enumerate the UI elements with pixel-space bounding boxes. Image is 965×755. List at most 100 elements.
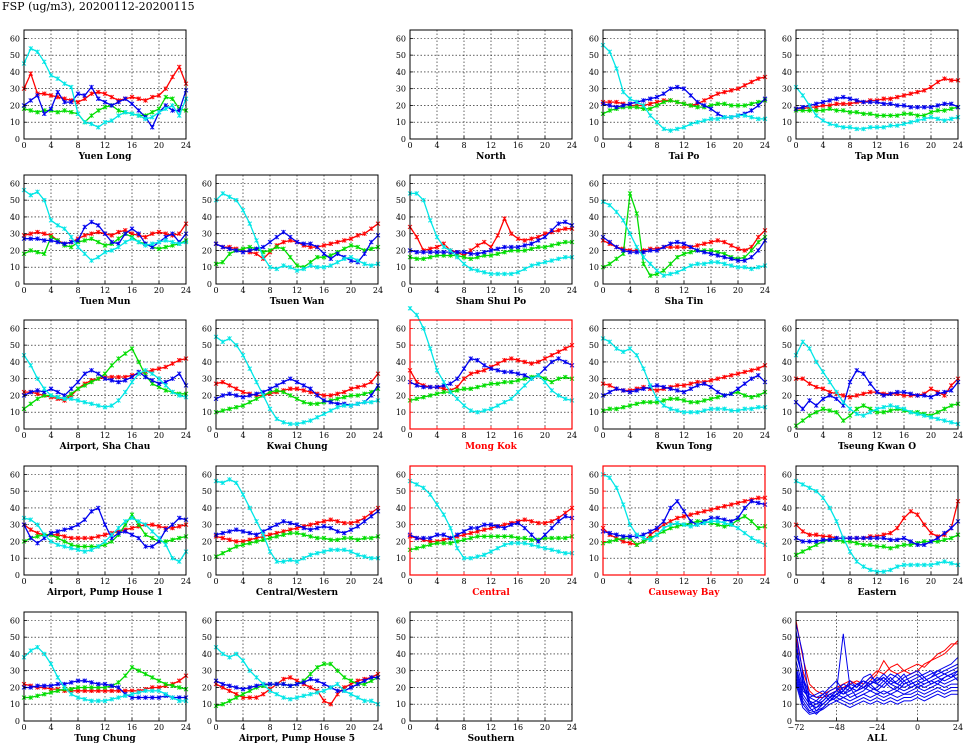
data-point [674,515,680,521]
tick-label-y: 30 [782,85,792,94]
data-point [48,386,54,392]
data-point [827,408,833,413]
panel-title: Causeway Bay [649,588,721,598]
data-point [122,519,128,524]
data-point [240,686,246,692]
tick-label-x: 4 [48,723,53,732]
data-point [728,263,734,268]
data-point [515,540,521,546]
data-point [287,675,293,680]
data-point [149,378,155,383]
data-point [854,559,860,564]
data-point [55,688,61,694]
data-point [661,384,667,390]
data-point [742,103,748,108]
data-point [149,695,155,700]
data-point [143,688,148,694]
tick-label-x: 20 [154,286,164,295]
tick-label-y: 50 [396,51,406,60]
data-point [888,101,893,107]
tick-label-y: 60 [589,179,599,188]
data-point [116,108,121,113]
data-point [116,113,121,118]
data-point [948,388,954,393]
tick-label-y: 20 [202,537,212,546]
data-point [854,393,860,398]
data-point [136,668,142,674]
data-point [41,197,47,203]
panel-title: Tai Po [669,152,700,162]
data-point [321,681,327,687]
data-point [881,101,887,107]
tick-label-x: 24 [953,431,963,440]
tick-label-x: 0 [21,577,26,586]
data-point [341,675,347,680]
data-point [529,263,534,268]
data-point [749,108,754,113]
data-point [143,544,148,549]
data-point [481,552,487,558]
tick-label-y: 50 [589,341,599,350]
data-point [481,269,487,275]
data-point [827,505,833,511]
data-point [287,264,293,270]
tick-label-y: 50 [202,633,212,642]
data-point [800,549,806,554]
tick-label-y: 20 [10,683,20,692]
data-point [68,84,74,90]
data-point [614,66,619,71]
data-point [301,532,307,538]
data-point [556,221,561,226]
tick-label-y: 60 [782,34,792,43]
data-point [502,244,507,250]
data-point [701,118,707,123]
data-point [948,560,954,566]
tick-label-x: 8 [75,431,80,440]
data-point [888,545,893,551]
data-point [314,520,320,526]
tick-label-x: 4 [48,141,53,150]
data-point [935,391,941,397]
data-point [755,393,761,398]
data-point [607,103,613,108]
tick-label-x: 20 [733,577,743,586]
tick-label-x: 8 [461,723,466,732]
data-point [55,389,61,395]
data-point [163,106,169,112]
data-point [847,549,853,554]
data-point [661,244,667,250]
data-point [888,530,893,536]
data-point [176,64,182,70]
data-point [715,101,721,107]
data-point [522,517,528,522]
data-point [468,535,474,541]
data-point [163,542,169,548]
data-point [267,688,273,694]
data-point [634,244,640,250]
tick-label-y: 30 [782,667,792,676]
data-point [708,507,714,512]
data-point [274,416,280,422]
tick-label-y: 50 [396,633,406,642]
data-point [522,266,528,272]
tick-label-x: 0 [793,141,798,150]
tick-label-y: 0 [401,571,406,580]
data-point [755,76,761,81]
tick-label-x: 12 [872,141,882,150]
data-point [28,401,34,407]
data-point [267,239,273,245]
data-point [661,91,667,97]
data-point [894,94,900,100]
data-point [627,191,633,196]
data-point [287,421,293,427]
tick-label-y: 40 [10,650,20,659]
data-point [874,113,880,118]
data-point [681,398,687,403]
data-point [894,564,900,569]
data-point [62,108,67,113]
data-point [267,549,273,554]
data-point [695,99,700,105]
data-point [647,273,653,278]
data-point [434,249,440,255]
data-point [41,231,47,237]
